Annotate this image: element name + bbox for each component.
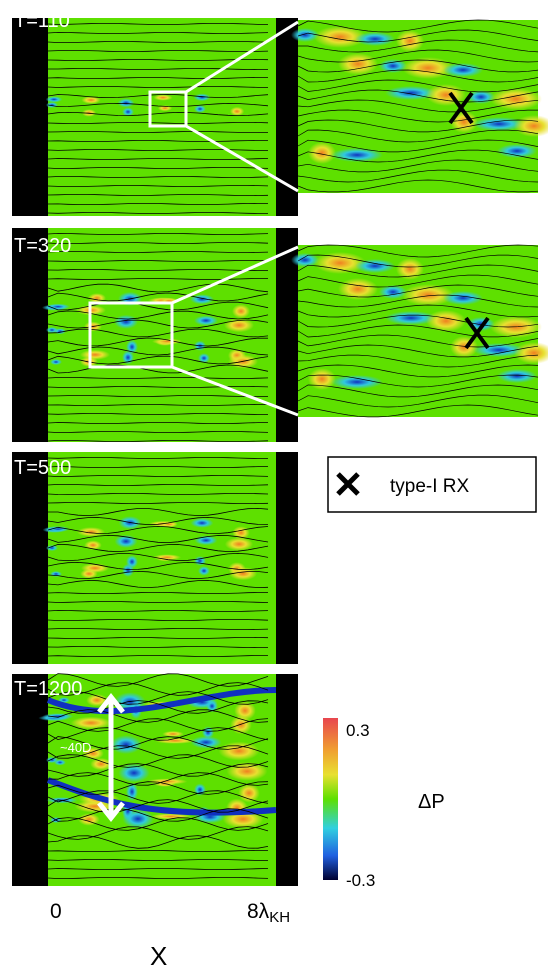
colorbar-title: ΔP bbox=[418, 791, 445, 813]
blob bbox=[191, 518, 214, 528]
x-end-label: 8λKH bbox=[247, 900, 290, 926]
blob bbox=[126, 555, 138, 568]
blob bbox=[46, 96, 63, 102]
panels bbox=[12, 18, 548, 886]
blob bbox=[118, 764, 149, 783]
blob bbox=[230, 107, 244, 116]
panel-label: T=500 bbox=[14, 457, 71, 479]
blob bbox=[81, 563, 109, 573]
blob bbox=[153, 95, 172, 101]
blob bbox=[46, 102, 58, 108]
panel bbox=[12, 228, 298, 442]
panel bbox=[12, 452, 298, 664]
blob bbox=[194, 316, 218, 326]
panel-label: T=320 bbox=[14, 235, 71, 257]
blob bbox=[426, 84, 466, 106]
panel bbox=[12, 674, 298, 886]
legend-label: type-I RX bbox=[390, 476, 470, 497]
blob bbox=[162, 731, 184, 737]
blob bbox=[232, 304, 250, 318]
blob bbox=[308, 142, 336, 164]
blob bbox=[190, 294, 214, 304]
blob bbox=[194, 105, 206, 113]
blob bbox=[194, 556, 206, 566]
zoom-panel bbox=[291, 20, 548, 193]
colorbar-max: 0.3 bbox=[346, 721, 370, 740]
blob bbox=[152, 338, 182, 344]
blob bbox=[42, 713, 73, 719]
x-start-label: 0 bbox=[50, 900, 62, 923]
blob bbox=[225, 538, 253, 551]
blob bbox=[54, 759, 66, 765]
colorbar bbox=[323, 718, 338, 880]
y-axis-label: Y bbox=[20, 749, 36, 776]
figure: T=110 T=320 T=500 T=1200 ~40D type-I RX … bbox=[0, 0, 548, 973]
blob bbox=[50, 359, 62, 365]
blob bbox=[198, 566, 210, 576]
blob bbox=[396, 30, 424, 52]
blob bbox=[355, 259, 395, 273]
x-axis-label: X bbox=[150, 941, 167, 971]
x-end-main: 8λ bbox=[247, 900, 270, 923]
blob bbox=[219, 742, 260, 761]
blob bbox=[338, 53, 378, 75]
blob bbox=[118, 98, 135, 107]
blob bbox=[331, 148, 383, 162]
panel-label: T=110 bbox=[14, 10, 70, 32]
blob bbox=[46, 545, 58, 551]
panel-label: T=1200 bbox=[14, 678, 82, 700]
zoom-panel bbox=[291, 245, 548, 417]
annotation: ~40D bbox=[60, 740, 91, 755]
blob bbox=[355, 32, 395, 46]
blob bbox=[80, 350, 110, 360]
blob bbox=[77, 527, 105, 537]
x-end-sub: KH bbox=[269, 909, 290, 926]
colorbar-min: -0.3 bbox=[346, 871, 375, 890]
blob bbox=[227, 762, 268, 781]
blob bbox=[497, 144, 537, 158]
